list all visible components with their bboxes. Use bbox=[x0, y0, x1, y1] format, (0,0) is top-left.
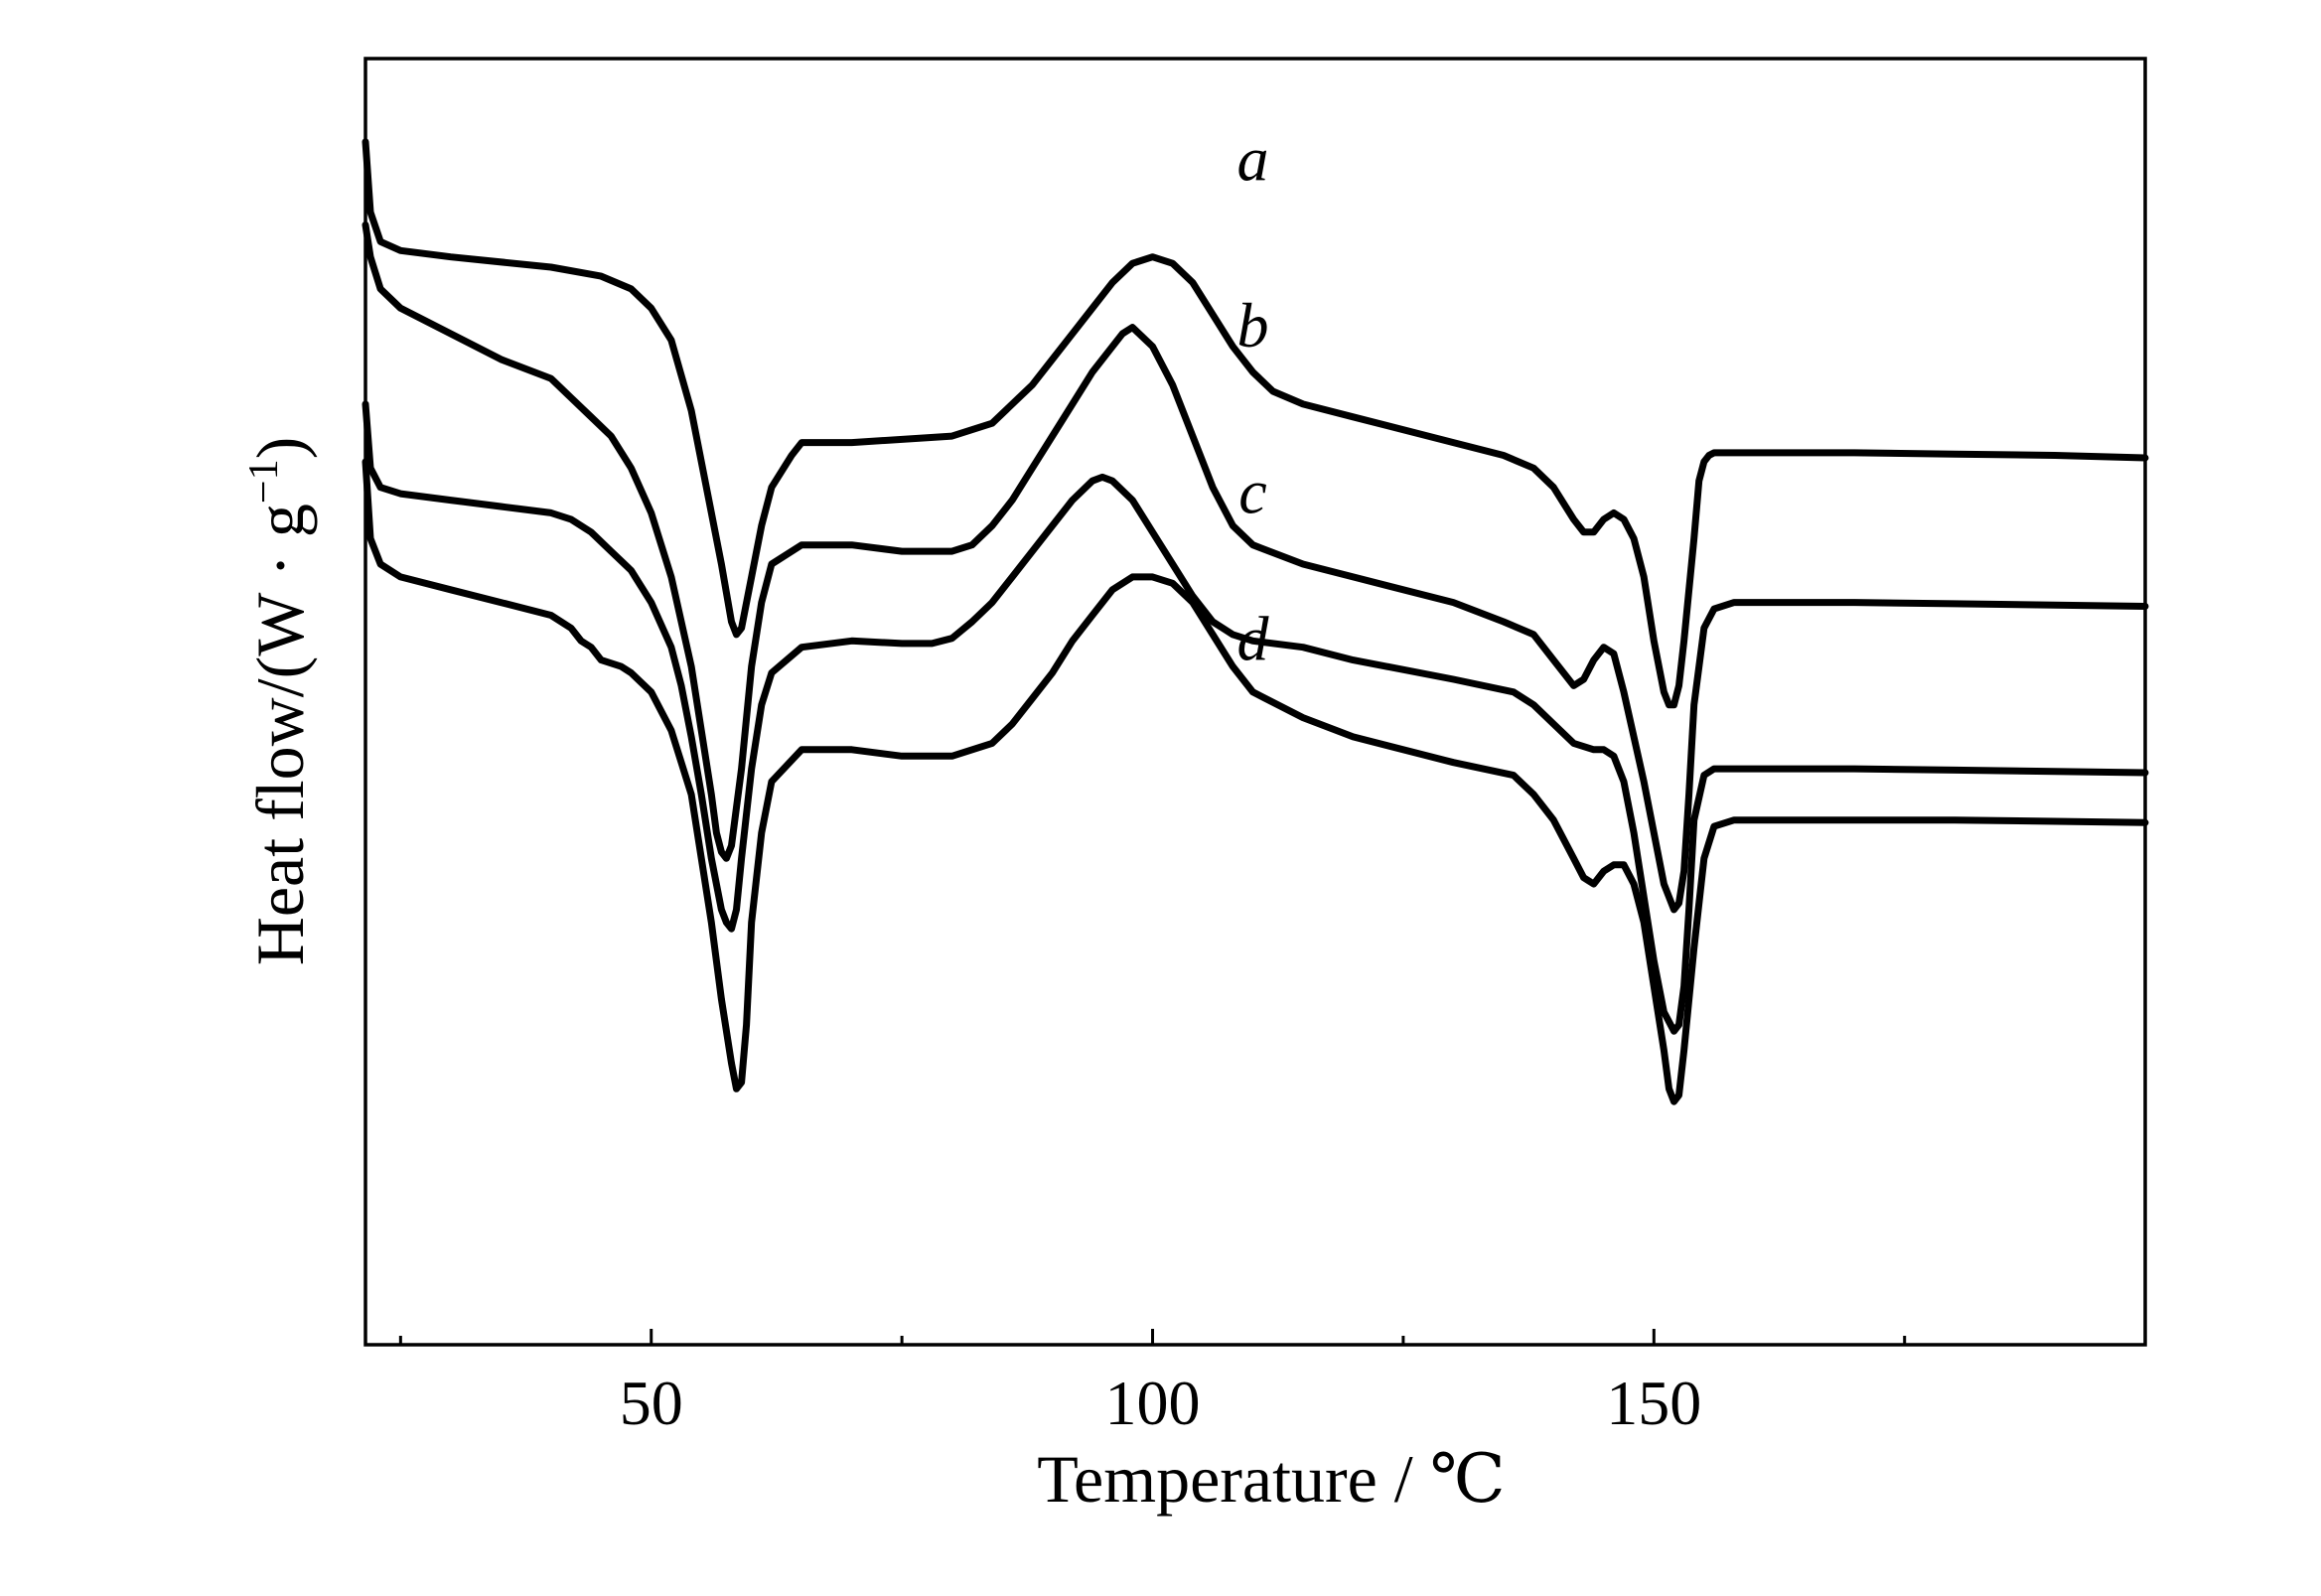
x-tick-label: 50 bbox=[620, 1368, 683, 1438]
y-axis-title-sup: −1 bbox=[241, 459, 287, 504]
y-axis-title-main: Heat flow/(W · g bbox=[242, 504, 318, 965]
x-ticks bbox=[398, 1329, 1907, 1345]
plot-frame bbox=[363, 57, 2147, 1347]
x-tick-label: 100 bbox=[1105, 1368, 1201, 1438]
x-tick-label: 150 bbox=[1606, 1368, 1701, 1438]
curve-label-b: b bbox=[1236, 290, 1268, 361]
curve-label-d: d bbox=[1236, 604, 1269, 674]
curve-b bbox=[362, 221, 2149, 914]
curve-c bbox=[362, 400, 2149, 1035]
curve-label-c: c bbox=[1238, 456, 1266, 526]
y-axis-title: Heat flow/(W · g−1) bbox=[241, 437, 318, 966]
x-tick-labels: 50 100 150 bbox=[620, 1368, 1702, 1438]
curve-a bbox=[362, 138, 2149, 709]
curve-labels: a b c d bbox=[1236, 123, 1269, 673]
curve-label-a: a bbox=[1236, 123, 1268, 194]
x-axis-title: Temperature / ℃ bbox=[1037, 1441, 1506, 1517]
curve-d bbox=[362, 458, 2149, 1105]
y-axis-title-close: ) bbox=[242, 437, 318, 460]
curves bbox=[362, 138, 2149, 1105]
